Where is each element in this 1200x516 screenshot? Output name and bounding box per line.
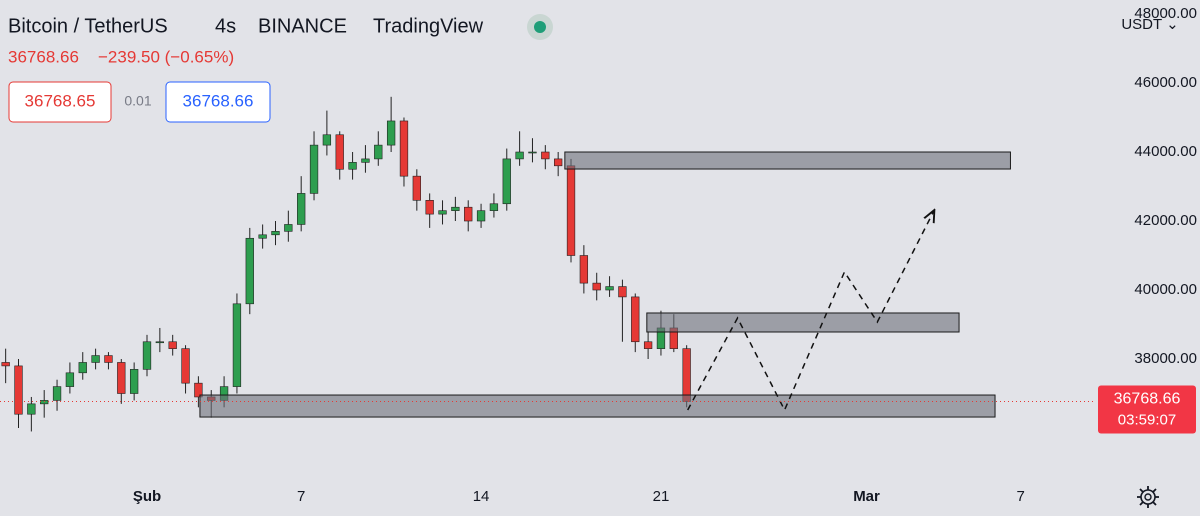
- candle-body: [284, 224, 293, 232]
- ask: 36768.66: [183, 91, 254, 110]
- x-tick-label: 7: [297, 488, 305, 505]
- x-tick-label: Mar: [853, 488, 880, 505]
- candle-body: [14, 365, 23, 415]
- status-dot: [534, 21, 546, 33]
- candle-body: [271, 231, 280, 236]
- exchange: BINANCE: [258, 15, 347, 37]
- candle-body: [309, 144, 319, 194]
- sell-button[interactable]: [8, 81, 112, 123]
- candle-body: [412, 175, 421, 201]
- candle-body: [489, 203, 499, 211]
- candle-body: [348, 162, 357, 170]
- candle-body: [78, 362, 87, 374]
- x-tick-label: Şub: [133, 488, 161, 505]
- spread: 0.01: [124, 93, 151, 109]
- candle-body: [1, 362, 10, 367]
- candle-body: [566, 165, 576, 256]
- x-tick-label: 7: [1017, 488, 1025, 505]
- y-tick-label: 46000.00: [1134, 74, 1197, 91]
- candle-body: [425, 200, 434, 215]
- candle-body: [52, 386, 62, 401]
- zone: [646, 312, 960, 333]
- candle-body: [104, 355, 113, 363]
- candle-body: [91, 355, 100, 363]
- x-tick-label: 21: [653, 488, 670, 505]
- candle-body: [605, 286, 614, 291]
- y-tick-label: 38000.00: [1134, 350, 1197, 367]
- candle-body: [502, 158, 511, 205]
- candle-body: [528, 151, 537, 154]
- candle-body: [194, 382, 203, 398]
- candle-body: [142, 341, 152, 370]
- candle-body: [592, 282, 601, 291]
- candle-body: [631, 296, 640, 343]
- price-tag: [1098, 385, 1196, 434]
- price-tag-value: 36768.66: [1114, 391, 1181, 408]
- candle-body: [464, 206, 473, 222]
- candle-body: [322, 134, 332, 146]
- price-change: −239.50 (−0.65%): [98, 47, 234, 66]
- candle-body: [181, 348, 190, 384]
- candle-body: [476, 210, 486, 222]
- currency[interactable]: USDT ⌄: [1121, 16, 1178, 33]
- candle-body: [335, 134, 344, 170]
- candle-body: [361, 158, 370, 163]
- zone: [199, 394, 996, 418]
- candle-body: [297, 193, 306, 225]
- candle-body: [40, 400, 49, 405]
- candle-body: [541, 151, 550, 160]
- candle-body: [451, 206, 460, 211]
- symbol[interactable]: Bitcoin / TetherUS: [8, 15, 168, 37]
- candle-body: [399, 120, 409, 177]
- y-tick-label: 48000.00: [1134, 5, 1197, 22]
- y-tick-label: 42000.00: [1134, 212, 1197, 229]
- candle-body: [129, 369, 139, 394]
- candle-body: [65, 372, 75, 387]
- candle-body: [643, 341, 653, 349]
- buy-button[interactable]: [165, 81, 271, 123]
- bid: 36768.65: [25, 91, 96, 110]
- candle-body: [618, 286, 627, 298]
- candle-body: [258, 234, 267, 239]
- projection-path: [687, 210, 935, 412]
- candle-body: [27, 403, 36, 415]
- candle-body: [374, 144, 383, 160]
- candle-body: [554, 158, 563, 167]
- candle-body: [155, 341, 164, 344]
- price-tag-countdown: 03:59:07: [1118, 411, 1176, 428]
- source: TradingView: [373, 15, 484, 37]
- currency-bg: [1100, 12, 1200, 38]
- candle-body: [438, 210, 447, 215]
- candle-body: [682, 348, 691, 402]
- interval[interactable]: 4s: [215, 15, 236, 37]
- candle-body: [168, 341, 177, 349]
- candle-body: [386, 120, 396, 146]
- y-tick-label: 40000.00: [1134, 281, 1197, 298]
- x-tick-label: 14: [473, 488, 490, 505]
- y-tick-label: 44000.00: [1134, 143, 1197, 160]
- candle-body: [232, 303, 242, 387]
- candle-body: [117, 362, 126, 394]
- candle-body: [245, 237, 254, 305]
- settings-icon[interactable]: [1137, 486, 1159, 508]
- zone: [564, 151, 1011, 170]
- candle-body: [579, 255, 589, 284]
- candle-body: [515, 151, 524, 160]
- last-price: 36768.66: [8, 47, 79, 66]
